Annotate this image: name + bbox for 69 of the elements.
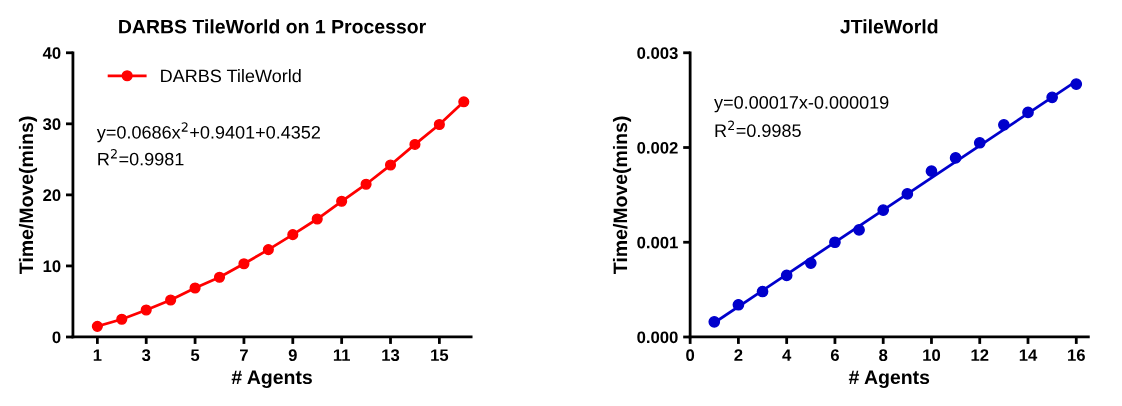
- x-tick-label: 2: [734, 349, 743, 361]
- point: [756, 285, 769, 298]
- x-tick-label: 8: [879, 349, 888, 362]
- point: [708, 315, 721, 328]
- point: [238, 258, 250, 270]
- point: [360, 178, 372, 190]
- x-tick-label: 3: [141, 349, 151, 362]
- x-tick-label: 7: [240, 349, 248, 361]
- legend-label: DARBS TileWorld: [161, 69, 301, 83]
- point: [973, 136, 986, 149]
- x-tick-label: 1: [93, 349, 102, 361]
- point: [213, 271, 226, 283]
- point: [1046, 91, 1058, 104]
- annotation: R$^{2}$=0.9981: [98, 149, 184, 166]
- annotation: R$^{2}$=0.9985: [715, 120, 801, 138]
- point: [165, 294, 177, 306]
- point: [140, 304, 152, 316]
- x-tick-label: 13: [382, 349, 400, 362]
- y-tick-label: 0: [52, 331, 61, 344]
- annotation: y=0.00017x-0.000019: [714, 96, 889, 113]
- y-tick-label: 20: [43, 189, 61, 202]
- point: [116, 313, 128, 325]
- point: [336, 195, 348, 207]
- x-tick-label: 6: [830, 349, 839, 362]
- x-axis-title: # Agents: [231, 370, 312, 388]
- y-tick-label: 0.002: [637, 141, 678, 154]
- x-tick-label: 11: [333, 349, 350, 361]
- x-tick-label: 15: [431, 349, 449, 362]
- point: [189, 282, 201, 294]
- y-tick-label: 10: [43, 260, 61, 273]
- point: [780, 269, 793, 282]
- point: [901, 188, 914, 200]
- y-tick-label: 0.000: [637, 331, 678, 344]
- point: [433, 118, 445, 131]
- point: [1070, 78, 1083, 90]
- point: [458, 96, 470, 108]
- point: [262, 244, 274, 256]
- point: [311, 213, 323, 225]
- point: [804, 257, 817, 269]
- point: [91, 320, 103, 332]
- point: [853, 224, 865, 236]
- x-axis-title: # Agents: [848, 370, 930, 388]
- chart-title: JTileWorld: [840, 19, 938, 34]
- y-axis-title: Time/Move(mins): [18, 116, 38, 274]
- point: [998, 118, 1010, 131]
- x-tick-label: 5: [190, 349, 200, 362]
- point: [949, 152, 962, 164]
- chart-title: DARBS TileWorld on 1 Processor: [119, 19, 426, 34]
- annotation: y=0.0686x$^{2}$+0.9401+0.4352: [96, 122, 320, 143]
- point: [409, 138, 421, 150]
- y-tick-label: 30: [42, 118, 61, 131]
- x-tick-label: 0: [686, 349, 695, 362]
- point: [877, 204, 890, 216]
- point: [732, 298, 745, 311]
- x-tick-label: 12: [971, 349, 989, 361]
- point: [384, 159, 397, 171]
- x-tick-label: 10: [923, 349, 941, 362]
- point: [829, 236, 841, 249]
- y-tick-label: 0.003: [637, 47, 678, 60]
- y-axis-title: Time/Move(mins): [612, 116, 632, 274]
- y-tick-label: 40: [42, 47, 61, 59]
- x-tick-label: 4: [782, 349, 792, 361]
- point: [925, 165, 938, 178]
- y-tick-label: 0.001: [637, 236, 678, 249]
- point: [287, 229, 299, 241]
- x-tick-label: 9: [288, 349, 297, 362]
- point: [1022, 106, 1034, 119]
- x-tick-label: 14: [1019, 349, 1038, 361]
- x-tick-label: 16: [1068, 349, 1085, 362]
